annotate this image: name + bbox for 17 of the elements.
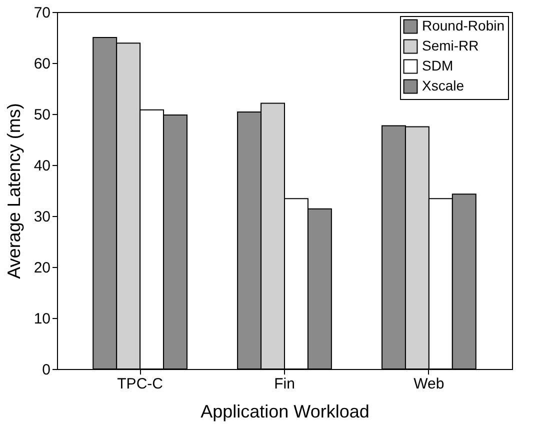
y-tick-label: 20 <box>34 260 50 276</box>
legend-label: Xscale <box>422 78 464 94</box>
y-tick-label: 50 <box>34 106 50 124</box>
x-tick-label: Web <box>414 376 444 392</box>
y-tick-label: 0 <box>42 362 50 378</box>
x-tick-label: Fin <box>274 376 295 392</box>
y-tick-label: 10 <box>34 310 50 328</box>
y-tick-label: 70 <box>34 4 50 22</box>
y-tick-label: 30 <box>34 208 50 226</box>
x-tick-label: TPC-C <box>117 376 164 392</box>
legend-label: SDM <box>422 58 454 74</box>
legend-label: Semi-RR <box>422 38 479 54</box>
y-tick-label: 40 <box>34 158 50 174</box>
y-tick-label: 60 <box>34 56 50 72</box>
y-axis-title: Average Latency (ms) <box>4 103 24 279</box>
x-axis-title: Application Workload <box>200 402 370 422</box>
legend-label: Round-Robin <box>422 18 504 34</box>
